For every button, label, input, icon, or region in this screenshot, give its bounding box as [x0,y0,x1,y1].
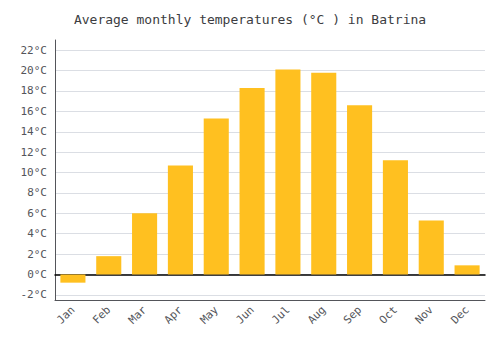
svg-text:2°C: 2°C [27,248,47,261]
svg-text:Sep: Sep [341,303,364,326]
svg-text:Aug: Aug [305,303,328,326]
svg-text:12°C: 12°C [21,146,48,159]
svg-text:22°C: 22°C [21,44,48,57]
svg-text:May: May [198,303,221,326]
svg-text:Feb: Feb [90,303,113,326]
svg-text:Mar: Mar [126,303,149,326]
svg-text:Jun: Jun [233,303,256,326]
svg-text:8°C: 8°C [27,186,47,199]
svg-text:Average monthly temperatures (: Average monthly temperatures (°C ) in Ba… [74,12,426,27]
svg-text:Jul: Jul [269,303,292,326]
svg-text:18°C: 18°C [21,84,48,97]
svg-text:10°C: 10°C [21,166,48,179]
svg-text:Dec: Dec [448,303,471,326]
svg-text:20°C: 20°C [21,64,48,77]
svg-text:14°C: 14°C [21,125,48,138]
svg-text:Apr: Apr [162,303,185,326]
svg-text:0°C: 0°C [27,268,47,281]
svg-text:6°C: 6°C [27,207,47,220]
svg-text:Jan: Jan [54,303,77,326]
svg-text:Oct: Oct [377,303,400,326]
svg-text:4°C: 4°C [27,227,47,240]
svg-text:-2°C: -2°C [21,288,48,301]
svg-text:16°C: 16°C [21,105,48,118]
svg-text:Nov: Nov [413,303,436,326]
